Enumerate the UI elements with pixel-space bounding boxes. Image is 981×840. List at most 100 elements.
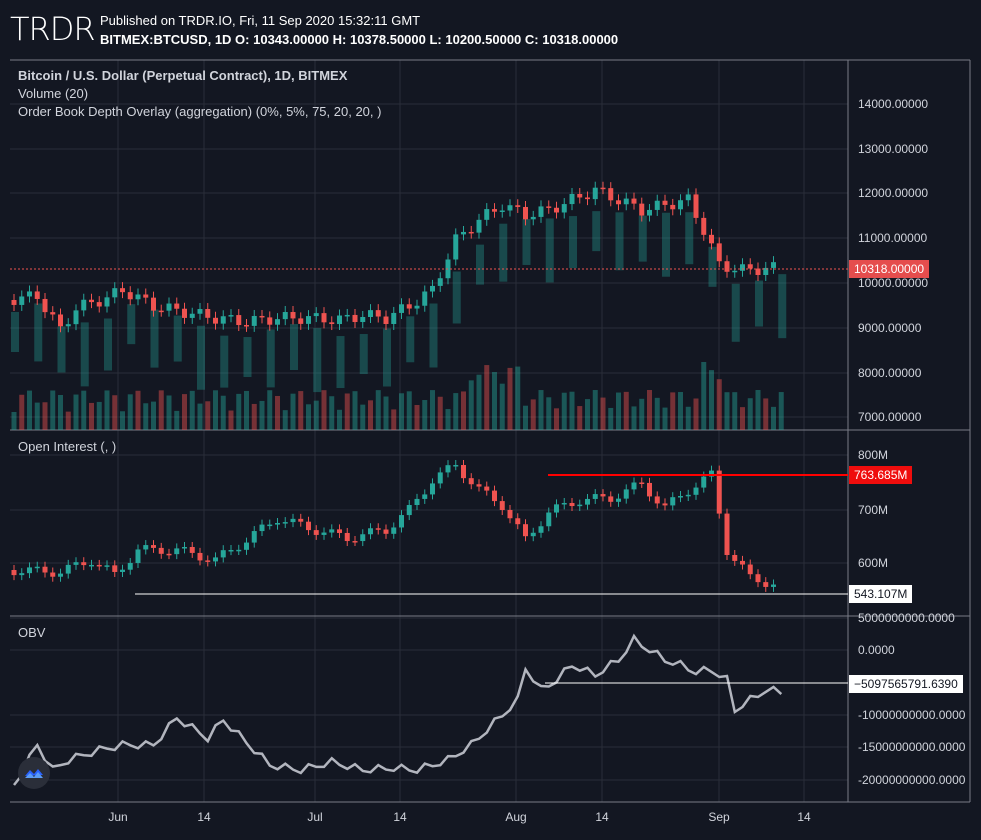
price-axis-label: 14000.00000 — [858, 97, 929, 111]
candle-body — [639, 203, 645, 216]
candle-body — [538, 206, 544, 217]
candle-body — [530, 216, 536, 220]
candle-body — [585, 197, 590, 200]
candle-body — [34, 291, 40, 299]
volume-bar — [709, 370, 714, 430]
candle-body — [647, 209, 652, 216]
candle-body — [205, 309, 211, 318]
candle-body — [499, 210, 505, 212]
oi-body — [127, 562, 133, 570]
depth-band — [104, 318, 112, 371]
oi-body — [143, 545, 149, 550]
oi-body — [546, 512, 552, 527]
depth-band — [313, 328, 322, 393]
candle-body — [337, 315, 342, 325]
oi-body — [182, 547, 187, 549]
volume-bar — [422, 400, 428, 430]
oi-body — [65, 564, 71, 574]
volume-bar — [58, 394, 63, 430]
oi-body — [755, 574, 761, 583]
oi-body — [701, 476, 707, 488]
depth-band — [290, 324, 298, 371]
candle-body — [120, 288, 125, 293]
volume-bar — [771, 406, 776, 430]
volume-bar — [275, 395, 280, 430]
candle-body — [616, 200, 621, 205]
oi-body — [678, 496, 683, 498]
oi-body — [763, 582, 769, 587]
oi-body — [267, 524, 273, 527]
open-interest-legend: Open Interest (, ) — [18, 439, 117, 454]
oi-body — [585, 498, 590, 505]
volume-bar — [732, 392, 738, 430]
oi-high-tag: 763.685M — [849, 466, 913, 484]
depth-band — [662, 212, 670, 277]
volume-bar — [476, 374, 482, 430]
volume-bar — [228, 410, 234, 430]
volume-bar — [189, 390, 195, 430]
candle-body — [189, 313, 195, 318]
oi-body — [732, 554, 738, 561]
price-axis-label: 10000.00000 — [858, 276, 929, 290]
volume-bar — [182, 394, 187, 430]
candle-body — [685, 194, 691, 201]
volume-bar — [515, 366, 521, 430]
volume-bar — [461, 391, 466, 430]
oi-body — [453, 465, 459, 467]
oi-body — [747, 564, 753, 575]
oi-body — [244, 542, 249, 550]
oi-body — [11, 570, 17, 576]
volume-bar — [631, 406, 637, 430]
oi-body — [375, 528, 381, 530]
candle-body — [468, 231, 474, 234]
candle-body — [608, 188, 614, 201]
candle-body — [662, 200, 668, 205]
volume-bar — [600, 397, 606, 430]
depth-band — [127, 304, 136, 345]
candle-body — [709, 234, 714, 244]
volume-bar — [158, 390, 164, 430]
chart-header: TRDR Published on TRDR.IO, Fri, 11 Sep 2… — [0, 0, 981, 60]
tradingview-logo-icon[interactable] — [18, 757, 50, 789]
oi-body — [282, 522, 288, 524]
volume-bar — [608, 407, 614, 430]
volume-bar — [166, 395, 172, 430]
candle-body — [515, 205, 521, 207]
volume-bar — [453, 393, 459, 430]
oi-body — [34, 566, 40, 569]
oi-body — [430, 483, 435, 495]
oi-body — [631, 482, 637, 490]
candle-body — [290, 312, 296, 319]
oi-axis-label: 600M — [858, 556, 889, 570]
price-axis-label: 7000.00000 — [858, 410, 922, 424]
candle-body — [693, 194, 699, 218]
oi-body — [724, 513, 730, 555]
volume-bar — [763, 398, 769, 430]
volume-bar — [430, 390, 435, 430]
volume-bar — [205, 401, 211, 430]
volume-bar — [197, 403, 203, 430]
oi-body — [383, 529, 389, 534]
candle-body — [282, 312, 288, 320]
oi-body — [515, 518, 521, 525]
oi-body — [50, 572, 56, 577]
oi-body — [360, 534, 366, 542]
depth-band — [80, 322, 89, 387]
volume-bar — [445, 409, 451, 430]
oi-body — [608, 496, 614, 502]
oi-body — [112, 565, 118, 572]
candle-body — [523, 206, 528, 220]
oi-body — [771, 584, 776, 587]
candle-body — [166, 303, 172, 311]
oi-body — [647, 482, 652, 497]
volume-bar — [50, 390, 56, 430]
oi-axis-label: 800M — [858, 448, 889, 462]
oi-body — [306, 521, 311, 531]
time-axis-label: Sep — [708, 810, 730, 824]
oi-body — [530, 532, 536, 537]
candle-body — [368, 310, 373, 317]
oi-body — [120, 569, 125, 572]
candle-body — [96, 302, 102, 307]
volume-bar — [337, 409, 342, 430]
